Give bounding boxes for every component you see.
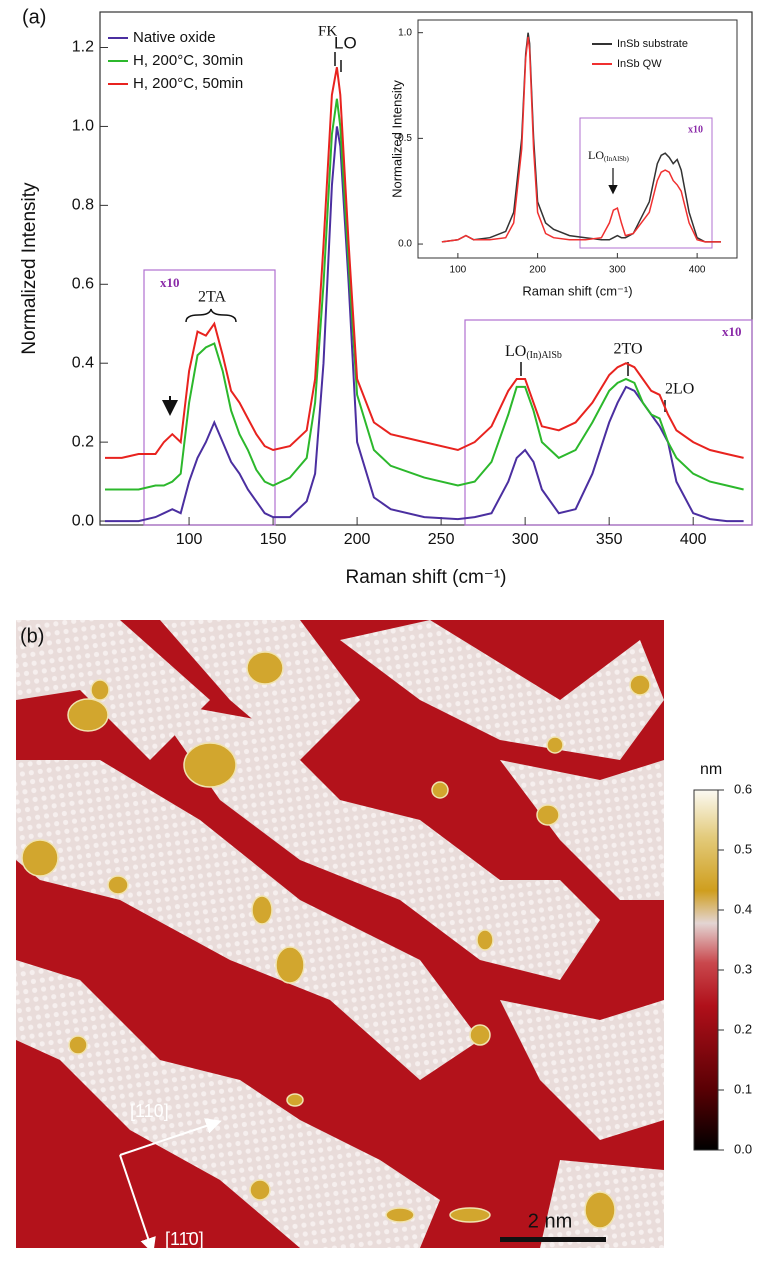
brace <box>185 308 237 323</box>
annotation: LO(In)AlSb <box>505 343 562 362</box>
series-line <box>105 98 744 491</box>
annotation-sub: (In)AlSb <box>526 350 562 361</box>
x-axis-label: Raman shift (cm⁻¹) <box>346 567 507 588</box>
colorbar-tick-label: 0.0 <box>734 1141 752 1156</box>
annotation-text: LO <box>588 148 604 162</box>
x-tick-label: 350 <box>596 531 623 548</box>
annotation-sub: (InAlSb) <box>604 155 630 163</box>
x10-box <box>143 269 276 526</box>
series-line <box>441 32 721 243</box>
legend-label: Native oxide <box>133 29 216 46</box>
colorbar-tick-label: 0.2 <box>734 1021 752 1036</box>
y-tick-label: 1.2 <box>72 39 94 56</box>
annotation: LO <box>334 33 357 52</box>
x10-box <box>579 117 713 249</box>
y-tick-label: 0.4 <box>72 354 94 371</box>
y-tick-label: 0.0 <box>72 512 94 529</box>
legend-label: H, 200°C, 50min <box>133 75 243 92</box>
y-tick-label: 0.0 <box>398 239 412 250</box>
x-axis-label: Raman shift (cm⁻¹) <box>522 283 632 298</box>
x10-label: x10 <box>722 324 742 339</box>
annotation-text: LO <box>505 343 526 360</box>
colorbar-tick-label: 0.6 <box>734 781 752 796</box>
colorbar <box>693 789 719 1151</box>
stm-image <box>16 620 664 1254</box>
x-tick-label: 100 <box>450 265 467 276</box>
inset-frame <box>417 19 738 259</box>
annotation: 2TA <box>198 289 226 306</box>
y-tick-label: 0.6 <box>72 276 94 293</box>
x-tick-label: 200 <box>529 265 546 276</box>
series-line <box>441 36 721 243</box>
colorbar-tick-label: 0.1 <box>734 1081 752 1096</box>
x10-label: x10 <box>688 124 703 135</box>
y-tick-label: 0.5 <box>398 133 412 144</box>
colorbar-tick-label: 0.3 <box>734 961 752 976</box>
x-tick-label: 150 <box>260 531 287 548</box>
colorbar-unit: nm <box>700 761 722 778</box>
legend-label: InSb QW <box>617 58 662 70</box>
y-tick-label: 1.0 <box>72 118 94 135</box>
y-axis-label: Normalized Intensity <box>19 182 40 355</box>
colorbar-tick-label: 0.4 <box>734 901 752 916</box>
legend-label: H, 200°C, 30min <box>133 52 243 69</box>
x-tick-label: 100 <box>176 531 203 548</box>
x-tick-label: 300 <box>512 531 539 548</box>
x-tick-label: 300 <box>609 265 626 276</box>
y-tick-label: 0.2 <box>72 433 94 450</box>
colorbar-tick-label: 0.5 <box>734 841 752 856</box>
series-line <box>105 126 744 523</box>
annotation: FK <box>318 23 337 39</box>
series-line <box>105 67 744 459</box>
scale-bar-label: 2 nm <box>528 1210 572 1232</box>
direction-label: [11̄0] <box>165 1229 204 1249</box>
x-tick-label: 400 <box>680 531 707 548</box>
x-tick-label: 400 <box>689 265 706 276</box>
x-tick-label: 250 <box>428 531 455 548</box>
panel-label: (a) <box>22 6 46 28</box>
panel-label: (b) <box>20 625 44 647</box>
annotation: LO(InAlSb) <box>588 148 630 163</box>
annotation: 2TO <box>613 341 642 358</box>
y-tick-label: 1.0 <box>398 27 412 38</box>
x10-box <box>464 319 753 526</box>
plot-frame <box>99 11 753 526</box>
direction-label: [110] <box>130 1101 169 1121</box>
y-axis-label: Normalized Intensity <box>389 80 404 198</box>
x-tick-label: 200 <box>344 531 371 548</box>
y-tick-label: 0.8 <box>72 197 94 214</box>
annotation: 2LO <box>665 381 694 398</box>
x10-label: x10 <box>160 275 180 290</box>
legend-label: InSb substrate <box>617 38 688 50</box>
